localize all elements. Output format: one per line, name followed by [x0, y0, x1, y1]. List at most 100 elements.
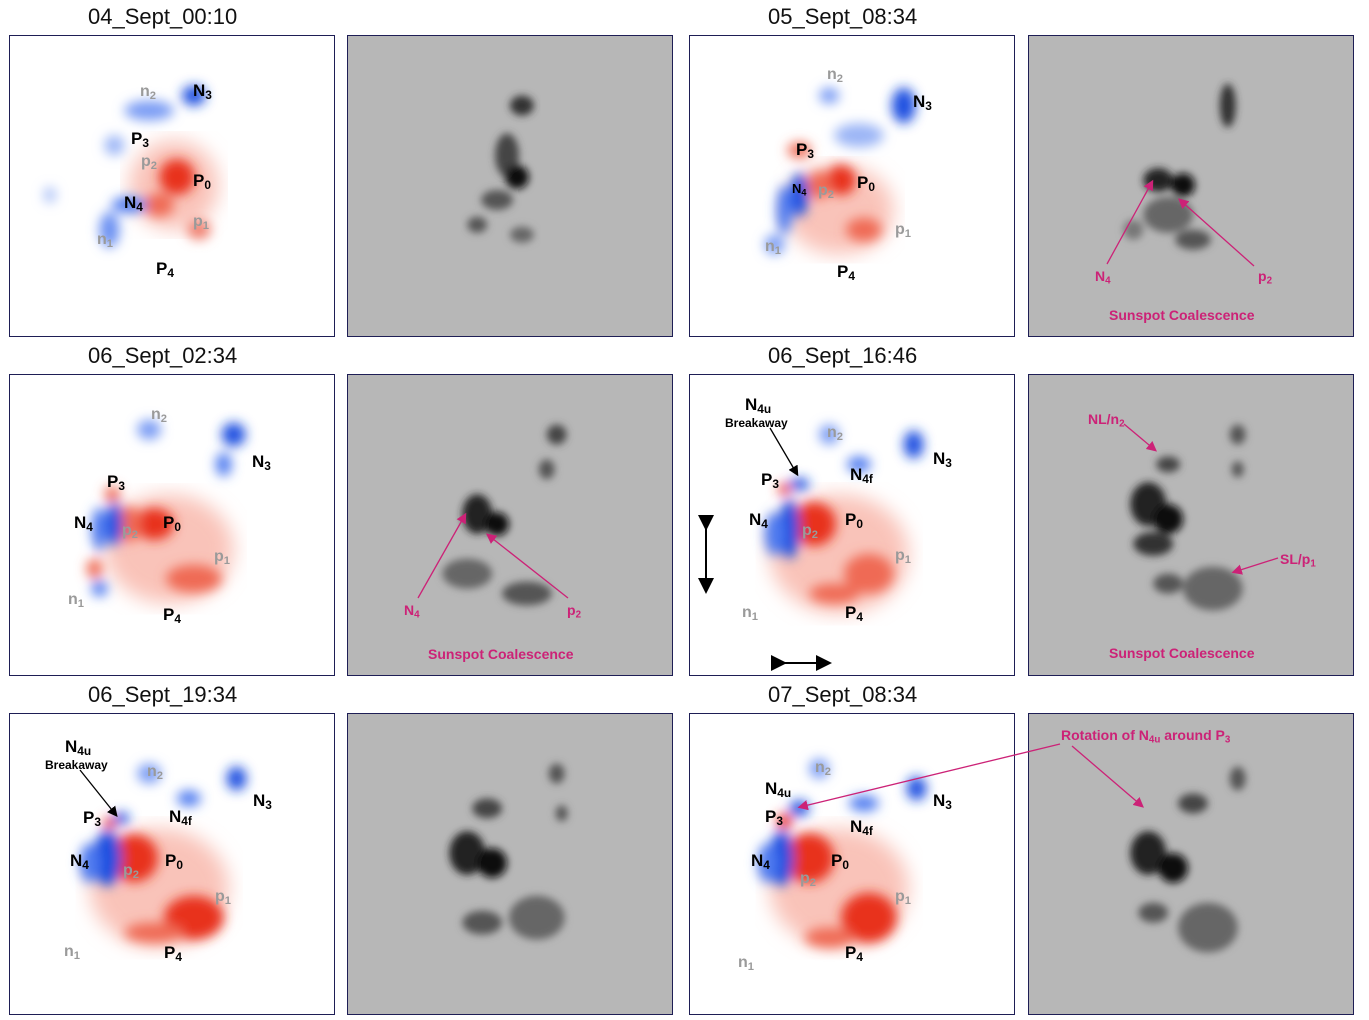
label-breakaway: Breakaway: [45, 758, 108, 772]
label-P3: P3: [796, 140, 814, 161]
label-p1: p1: [895, 221, 912, 240]
magnetogram-panel-04-sept: N3 n2 P3 p2 P0 N4 p1 n1 P4: [9, 35, 335, 337]
timestamp-06-sept-1646: 06_Sept_16:46: [768, 343, 918, 368]
label-breakaway: Breakaway: [725, 416, 788, 430]
magnetogram-panel-06-sept-1934: N4u Breakaway n2 N3 N4f P3 N4 p2 P0 p1 n…: [9, 713, 335, 1015]
label-P0: P0: [165, 851, 183, 872]
label-N4f: N4f: [169, 807, 192, 828]
label-P0: P0: [831, 851, 849, 872]
label-p1: p1: [215, 888, 232, 907]
label-P4: P4: [163, 605, 181, 626]
label-N3: N3: [253, 791, 272, 812]
label-n1: n1: [97, 231, 114, 250]
continuum-panel-06-sept-1646: NL/n2 SL/p1 Sunspot Coalescence: [1028, 374, 1354, 676]
label-n2: n2: [827, 424, 844, 443]
label-n1: n1: [68, 591, 85, 610]
label-P3: P3: [131, 129, 149, 150]
label-P4: P4: [845, 603, 863, 624]
continuum-image: [442, 424, 567, 606]
label-P0: P0: [193, 171, 211, 192]
timestamp-04-sept: 04_Sept_00:10: [88, 4, 238, 29]
label-N4: N4: [749, 510, 768, 531]
label-p1: p1: [193, 213, 210, 232]
label-N3: N3: [193, 81, 212, 102]
label-p2: p2: [567, 602, 582, 621]
label-sunspot-coalescence: Sunspot Coalescence: [1109, 645, 1255, 661]
label-P0: P0: [845, 510, 863, 531]
label-N4: N4: [404, 602, 420, 621]
label-P3: P3: [765, 807, 783, 828]
label-n1: n1: [742, 604, 759, 623]
label-N4u: N4u: [745, 395, 772, 416]
magnetogram-image: [757, 758, 927, 948]
label-P3: P3: [83, 808, 101, 829]
label-sunspot-coalescence: Sunspot Coalescence: [1109, 307, 1255, 323]
label-N4: N4: [124, 193, 143, 214]
label-N4u: N4u: [765, 779, 792, 800]
magnetogram-image: [764, 87, 916, 255]
timestamp-06-sept-0234: 06_Sept_02:34: [88, 343, 238, 368]
label-P4: P4: [837, 262, 855, 283]
timestamp-06-sept-1934: 06_Sept_19:34: [88, 682, 238, 707]
label-N4: N4: [792, 181, 807, 198]
magnetogram-panel-07-sept: n2 N4u N3 P3 N4f N4 P0 p2 p1 n1 P4: [689, 713, 1015, 1015]
label-n2: n2: [815, 759, 832, 778]
label-N4u: N4u: [65, 737, 92, 758]
label-N4: N4: [1095, 268, 1111, 287]
label-N4: N4: [74, 513, 93, 534]
label-P3: P3: [761, 470, 779, 491]
continuum-image: [449, 763, 568, 940]
label-p1: p1: [214, 548, 231, 567]
magnetogram-panel-05-sept: n2 N3 P3 N4 p2 P0 p1 n1 P4: [689, 35, 1015, 337]
continuum-panel-05-sept: N4 p2 Sunspot Coalescence: [1028, 35, 1354, 337]
magnetogram-image: [764, 424, 924, 614]
label-p2: p2: [141, 153, 158, 172]
label-N3: N3: [252, 452, 271, 473]
magnetogram-image: [79, 763, 247, 948]
label-SL-p1: SL/p1: [1280, 551, 1316, 570]
label-n2: n2: [140, 83, 157, 102]
label-p1: p1: [895, 888, 912, 907]
label-N3: N3: [933, 791, 952, 812]
continuum-panel-06-sept-1934: [347, 713, 673, 1015]
continuum-panel-04-sept: [347, 35, 673, 337]
label-NL-n2: NL/n2: [1088, 411, 1125, 430]
label-P4: P4: [845, 943, 863, 964]
timestamp-05-sept: 05_Sept_08:34: [768, 4, 918, 29]
timestamp-07-sept: 07_Sept_08:34: [768, 682, 918, 707]
label-P4: P4: [164, 943, 182, 964]
label-P0: P0: [857, 173, 875, 194]
magnetogram-image: [86, 419, 246, 604]
label-n1: n1: [765, 238, 782, 257]
label-p2: p2: [1258, 268, 1273, 287]
magnetogram-image: [43, 85, 219, 248]
label-N3: N3: [913, 92, 932, 113]
continuum-image: [1130, 766, 1246, 953]
label-p2: p2: [802, 522, 819, 541]
label-n2: n2: [147, 763, 164, 782]
label-N3: N3: [933, 449, 952, 470]
magnetogram-panel-06-sept-0234: n2 N3 P3 N4 p2 P0 p1 n1 P4: [9, 374, 335, 676]
label-rotation-of-N4u: Rotation of N4u around P3: [1061, 727, 1231, 746]
label-N4: N4: [751, 851, 770, 872]
continuum-image: [467, 95, 534, 243]
label-n2: n2: [827, 66, 844, 85]
continuum-image: [1123, 83, 1236, 250]
label-n2: n2: [151, 406, 168, 425]
label-p1: p1: [895, 547, 912, 566]
magnetogram-panel-06-sept-1646: N4u Breakaway n2 N3 N4f P3 N4 p2 P0 p1 n…: [689, 374, 1015, 676]
label-N4: N4: [70, 851, 89, 872]
continuum-panel-07-sept: [1028, 713, 1354, 1015]
label-P4: P4: [156, 259, 174, 280]
label-N4f: N4f: [850, 465, 873, 486]
label-p2: p2: [123, 862, 140, 881]
label-sunspot-coalescence: Sunspot Coalescence: [428, 646, 574, 662]
continuum-image: [1130, 424, 1246, 611]
label-P0: P0: [163, 513, 181, 534]
label-P3: P3: [107, 472, 125, 493]
label-n1: n1: [64, 943, 81, 962]
label-n1: n1: [738, 954, 755, 973]
label-p2: p2: [800, 870, 817, 889]
label-N4f: N4f: [850, 817, 873, 838]
label-p2: p2: [122, 522, 139, 541]
